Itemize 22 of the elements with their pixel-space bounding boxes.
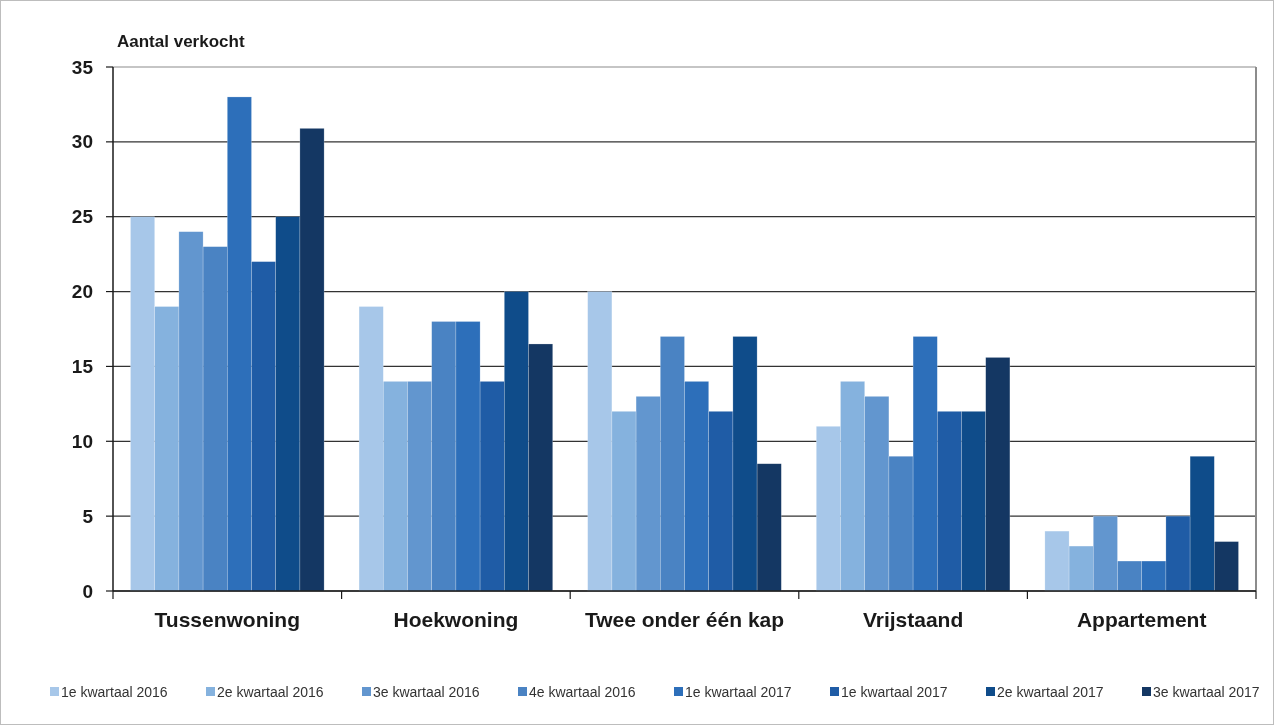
legend-label: 4e kwartaal 2016 xyxy=(529,684,636,700)
y-tick-label: 10 xyxy=(71,430,93,452)
legend-label: 1e kwartaal 2017 xyxy=(841,684,948,700)
y-axis-title: Aantal verkocht xyxy=(117,31,245,51)
y-tick-label: 0 xyxy=(82,580,93,602)
legend-label: 3e kwartaal 2016 xyxy=(373,684,480,700)
y-tick-label: 35 xyxy=(71,56,94,78)
y-tick-label: 15 xyxy=(71,355,94,377)
legend-label: 3e kwartaal 2017 xyxy=(1153,684,1260,700)
y-tick-label: 25 xyxy=(71,206,94,228)
x-tick-label: Tussenwoning xyxy=(154,607,301,631)
legend-label: 1e kwartaal 2016 xyxy=(61,684,168,700)
x-tick-label: Vrijstaand xyxy=(862,607,964,631)
y-tick-label: 5 xyxy=(82,505,94,527)
y-tick-label: 30 xyxy=(71,131,93,153)
x-tick-label: Appartement xyxy=(1076,607,1207,631)
legend-label: 2e kwartaal 2017 xyxy=(997,684,1104,700)
x-tick-label: Twee onder één kap xyxy=(584,607,785,631)
legend-label: 2e kwartaal 2016 xyxy=(217,684,324,700)
y-tick-label: 20 xyxy=(71,281,93,303)
legend-label: 1e kwartaal 2017 xyxy=(685,684,792,700)
x-tick-label: Hoekwoning xyxy=(393,607,519,631)
